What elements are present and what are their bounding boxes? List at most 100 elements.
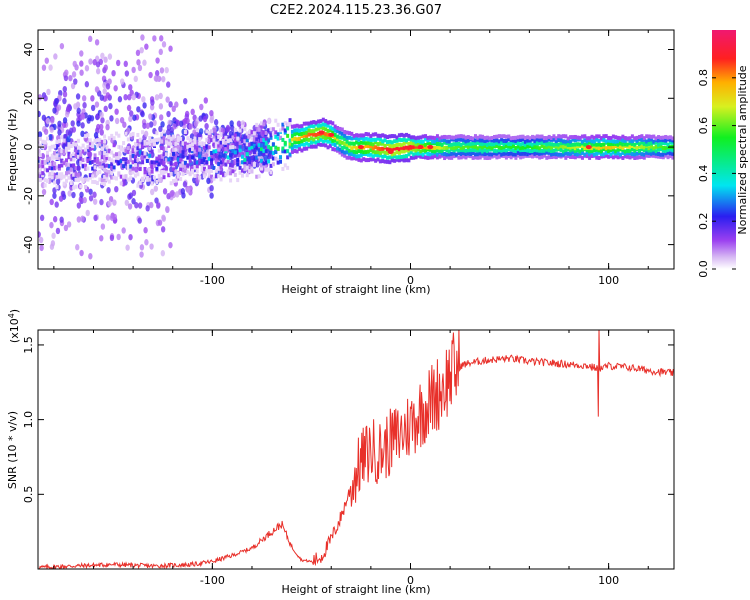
heatmap-cell bbox=[57, 172, 61, 177]
heatmap-cell bbox=[376, 142, 380, 147]
heatmap-cell bbox=[638, 155, 642, 160]
heatmap-cell bbox=[514, 146, 518, 151]
heatmap-cell bbox=[189, 133, 195, 140]
heatmap-cell bbox=[340, 149, 344, 154]
heatmap-cell bbox=[198, 128, 204, 135]
heatmap-cell bbox=[238, 128, 242, 133]
heatmap-cell bbox=[526, 135, 530, 140]
heatmap-cell bbox=[607, 142, 611, 147]
heatmap-cell bbox=[378, 137, 382, 142]
heatmap-cell bbox=[535, 145, 539, 150]
heatmap-cell bbox=[507, 142, 511, 147]
heatmap-cell bbox=[169, 171, 173, 176]
heatmap-cell bbox=[569, 152, 573, 157]
heatmap-cell bbox=[245, 152, 249, 157]
heatmap-cell bbox=[547, 148, 551, 153]
heatmap-cell bbox=[326, 135, 330, 140]
heatmap-cell bbox=[386, 151, 390, 156]
heatmap-cell bbox=[526, 141, 530, 146]
heatmap-cell bbox=[224, 135, 228, 140]
heatmap-cell bbox=[243, 163, 247, 168]
heatmap-cell bbox=[72, 60, 77, 68]
heatmap-cell bbox=[288, 152, 292, 157]
heatmap-cell bbox=[331, 130, 335, 135]
heatmap-cell bbox=[133, 162, 137, 167]
spectrogram-xtick-label: 100 bbox=[598, 274, 619, 287]
heatmap-cell bbox=[495, 155, 499, 160]
heatmap-cell bbox=[400, 149, 404, 154]
heatmap-cell bbox=[390, 147, 394, 152]
heatmap-cell bbox=[166, 110, 171, 118]
heatmap-cell bbox=[362, 133, 366, 138]
heatmap-cell bbox=[290, 146, 294, 151]
heatmap-cell bbox=[210, 158, 214, 163]
heatmap-cell bbox=[426, 138, 430, 143]
heatmap-cell bbox=[271, 156, 275, 161]
heatmap-cell bbox=[514, 155, 518, 160]
heatmap-cell bbox=[435, 134, 439, 139]
heatmap-cell bbox=[554, 136, 558, 141]
heatmap-cell bbox=[500, 134, 504, 139]
heatmap-cell bbox=[309, 144, 313, 149]
heatmap-cell bbox=[362, 137, 366, 142]
heatmap-cell bbox=[519, 146, 523, 151]
heatmap-cell bbox=[183, 165, 187, 170]
heatmap-cell bbox=[233, 172, 237, 177]
heatmap-cell bbox=[61, 190, 66, 198]
heatmap-cell bbox=[338, 142, 342, 147]
heatmap-cell bbox=[269, 133, 273, 138]
heatmap-cell bbox=[381, 154, 385, 159]
heatmap-cell bbox=[645, 153, 649, 158]
heatmap-cell bbox=[424, 145, 428, 150]
heatmap-cell bbox=[150, 99, 155, 106]
heatmap-cell bbox=[497, 134, 501, 139]
heatmap-cell bbox=[264, 136, 268, 141]
heatmap-cell bbox=[343, 145, 347, 150]
heatmap-cell bbox=[336, 140, 340, 145]
heatmap-cell bbox=[193, 158, 197, 163]
heatmap-cell bbox=[48, 156, 52, 161]
heatmap-cell bbox=[38, 158, 40, 163]
heatmap-cell bbox=[126, 177, 130, 182]
heatmap-cell bbox=[67, 162, 71, 167]
heatmap-cell bbox=[138, 181, 142, 186]
heatmap-cell bbox=[159, 67, 165, 74]
heatmap-cell bbox=[98, 161, 102, 166]
heatmap-cell bbox=[79, 176, 83, 181]
heatmap-cell bbox=[309, 131, 313, 136]
heatmap-cell bbox=[226, 138, 230, 143]
heatmap-cell bbox=[74, 153, 78, 158]
heatmap-cell bbox=[440, 148, 444, 153]
heatmap-cell bbox=[124, 131, 128, 136]
heatmap-cell bbox=[526, 152, 530, 157]
heatmap-cell bbox=[540, 134, 544, 139]
heatmap-cell bbox=[566, 147, 570, 152]
heatmap-cell bbox=[561, 149, 565, 154]
heatmap-cell bbox=[79, 184, 83, 189]
heatmap-cell bbox=[62, 174, 66, 179]
heatmap-cell bbox=[516, 147, 520, 152]
heatmap-cell bbox=[113, 85, 118, 92]
heatmap-cell bbox=[352, 152, 356, 157]
heatmap-cell bbox=[100, 146, 104, 151]
heatmap-cell bbox=[405, 148, 409, 153]
heatmap-cell bbox=[471, 155, 475, 160]
heatmap-cell bbox=[364, 132, 368, 137]
heatmap-cell bbox=[248, 129, 252, 134]
heatmap-cell bbox=[219, 132, 223, 137]
heatmap-cell bbox=[478, 148, 482, 153]
heatmap-cell bbox=[229, 120, 234, 127]
heatmap-cell bbox=[212, 176, 216, 181]
heatmap-cell bbox=[328, 128, 332, 133]
heatmap-cell bbox=[459, 151, 463, 156]
heatmap-cell bbox=[664, 134, 668, 139]
heatmap-cell bbox=[217, 144, 221, 149]
heatmap-cell bbox=[492, 148, 496, 153]
heatmap-cell bbox=[478, 155, 482, 160]
heatmap-cell bbox=[359, 158, 363, 163]
heatmap-cell bbox=[628, 155, 632, 160]
heatmap-cell bbox=[94, 101, 100, 108]
heatmap-cell bbox=[169, 161, 173, 166]
heatmap-cell bbox=[538, 138, 542, 143]
heatmap-cell bbox=[630, 152, 634, 157]
